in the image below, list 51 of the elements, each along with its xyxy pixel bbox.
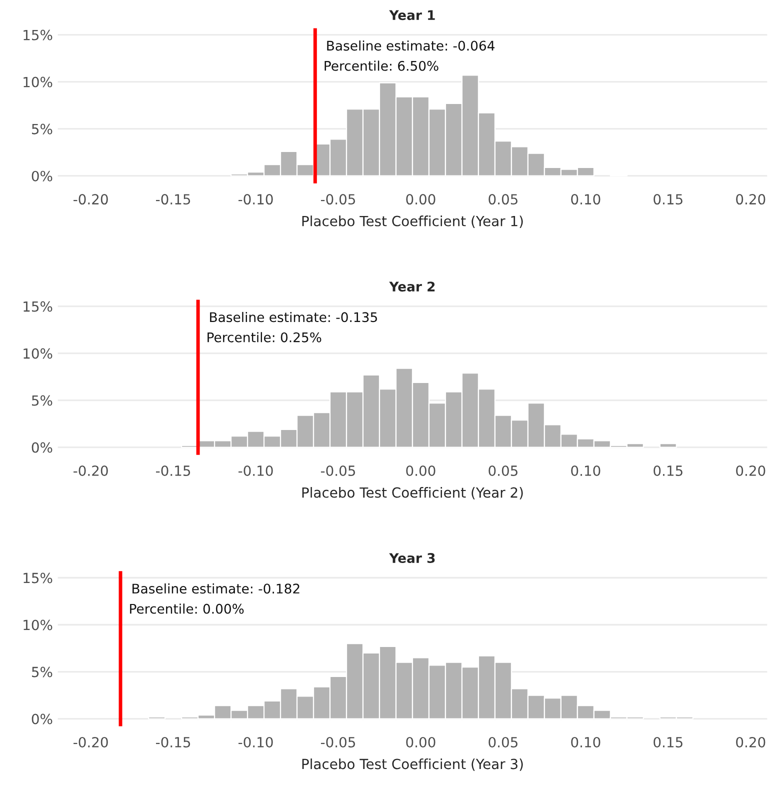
y-tick-label: 5% xyxy=(32,666,52,678)
x-tick-label: 0.00 xyxy=(406,465,436,476)
x-tick-label: 0.05 xyxy=(488,736,518,748)
y-tick-label: 15% xyxy=(24,572,52,584)
x-tick-label: -0.05 xyxy=(320,465,356,476)
chart-title: Year 2 xyxy=(389,282,435,292)
y-tick-label: 10% xyxy=(24,76,52,88)
annotation: Percentile: 0.00% xyxy=(130,604,244,614)
x-tick-label: 0.05 xyxy=(488,465,518,476)
x-tick-label: 0.15 xyxy=(654,194,682,205)
annotation: Percentile: 0.25% xyxy=(208,332,322,342)
y-tick-label: 5% xyxy=(32,395,52,406)
y-tick-label: 0% xyxy=(32,170,52,182)
chart-title: Year 3 xyxy=(389,553,435,564)
annotation: Baseline estimate: -0.064 xyxy=(327,40,495,51)
x-tick-label: 0.20 xyxy=(736,194,766,205)
x-tick-label: 0.15 xyxy=(654,465,682,476)
x-axis-title: Placebo Test Coefficient (Year 2) xyxy=(302,487,523,500)
x-tick-label: 0.10 xyxy=(571,194,600,205)
x-tick-label: 0.20 xyxy=(736,465,766,476)
x-tick-label: 0.20 xyxy=(736,736,766,748)
y-tick-label: 0% xyxy=(32,442,52,453)
x-tick-label: 0.10 xyxy=(571,465,600,476)
x-tick-label: -0.10 xyxy=(238,194,273,205)
x-tick-label: -0.10 xyxy=(238,736,273,748)
x-tick-label: -0.05 xyxy=(320,736,356,748)
x-tick-label: -0.10 xyxy=(238,465,273,476)
x-tick-label: -0.20 xyxy=(74,194,108,205)
y-tick-label: 15% xyxy=(24,301,52,312)
x-tick-label: -0.20 xyxy=(74,736,108,748)
y-tick-label: 10% xyxy=(24,348,52,359)
annotation: Baseline estimate: -0.182 xyxy=(132,583,300,594)
x-tick-label: -0.15 xyxy=(156,465,190,476)
x-tick-label: -0.05 xyxy=(320,194,356,205)
x-axis-title: Placebo Test Coefficient (Year 1) xyxy=(302,216,523,228)
x-tick-label: 0.00 xyxy=(406,736,436,748)
x-tick-label: 0.00 xyxy=(406,194,436,205)
y-tick-label: 5% xyxy=(32,124,52,134)
chart-title: Year 1 xyxy=(389,10,435,20)
x-tick-label: 0.10 xyxy=(571,736,600,748)
x-axis-title: Placebo Test Coefficient (Year 3) xyxy=(302,758,523,771)
x-tick-label: 0.05 xyxy=(488,194,518,205)
annotation: Baseline estimate: -0.135 xyxy=(210,312,377,322)
x-tick-label: -0.15 xyxy=(156,194,190,205)
y-tick-label: 15% xyxy=(24,30,52,40)
x-tick-label: 0.15 xyxy=(654,736,682,748)
x-tick-label: -0.15 xyxy=(156,736,190,748)
annotation: Percentile: 6.50% xyxy=(324,60,438,71)
x-tick-label: -0.20 xyxy=(74,465,108,476)
y-tick-label: 0% xyxy=(32,714,52,724)
y-tick-label: 10% xyxy=(24,620,52,630)
